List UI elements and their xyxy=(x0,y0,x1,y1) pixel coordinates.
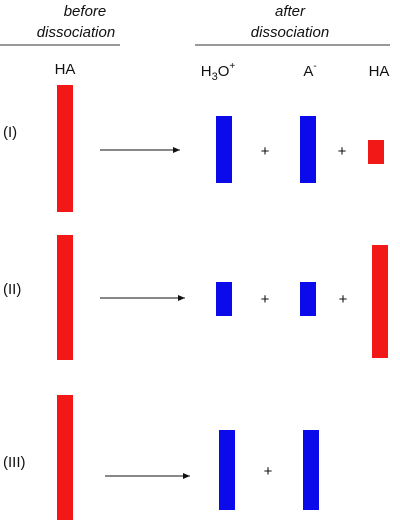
text-part: A xyxy=(303,63,313,80)
a-bar xyxy=(303,430,319,510)
h3o-bar xyxy=(216,282,232,316)
ha-bar xyxy=(372,245,388,358)
h3o-bar xyxy=(219,430,235,510)
plus: + xyxy=(339,291,348,308)
h3o-bar xyxy=(216,116,232,183)
ha-bar xyxy=(368,140,384,164)
ha-bar xyxy=(57,235,73,360)
ha-bar xyxy=(57,85,73,212)
superscript: + xyxy=(229,61,235,72)
plus: + xyxy=(261,291,270,308)
a-bar xyxy=(300,116,316,183)
ha-bar xyxy=(57,395,73,520)
row-label: (II) xyxy=(3,281,21,298)
row-label: (III) xyxy=(3,454,26,471)
superscript: - xyxy=(313,61,316,72)
species-label: HA xyxy=(55,61,76,78)
a-bar xyxy=(300,282,316,316)
plus: + xyxy=(264,463,273,480)
plus: + xyxy=(261,143,270,160)
subscript: 3 xyxy=(212,71,218,83)
header-text: dissociation xyxy=(37,24,115,41)
plus: + xyxy=(338,143,347,160)
text-part: O xyxy=(218,63,230,80)
text-part: H xyxy=(201,63,212,80)
header-text: before xyxy=(64,3,107,20)
header-text: dissociation xyxy=(251,24,329,41)
species-label: H3O+ xyxy=(201,61,236,83)
species-label: HA xyxy=(369,63,390,80)
row-label: (I) xyxy=(3,124,17,141)
species-label: A- xyxy=(303,61,316,80)
header-text: after xyxy=(275,3,306,20)
